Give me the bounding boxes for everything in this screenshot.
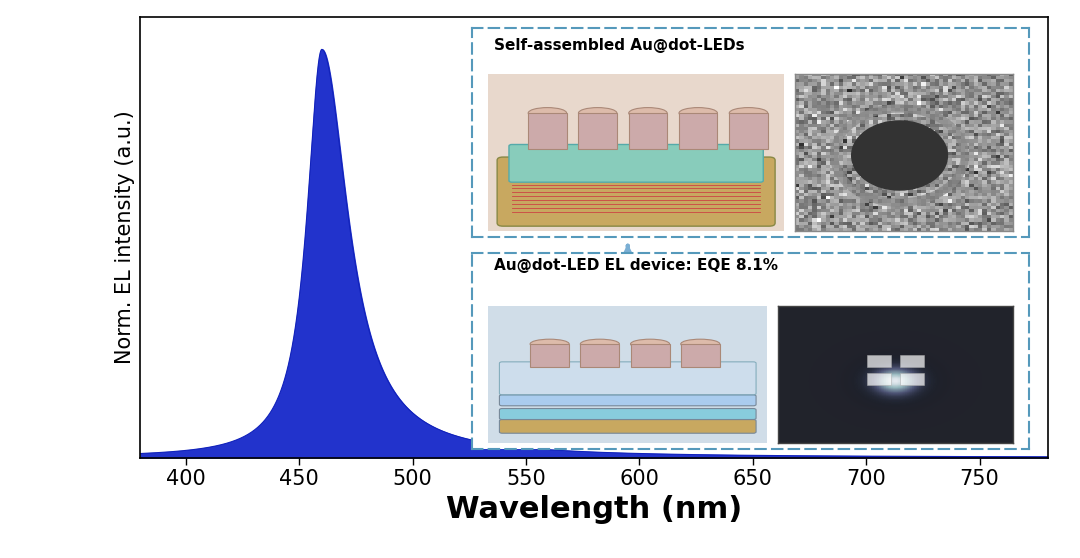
X-axis label: Wavelength (nm): Wavelength (nm) bbox=[446, 495, 742, 524]
Y-axis label: Norm. EL intensity (a.u.): Norm. EL intensity (a.u.) bbox=[114, 110, 135, 364]
